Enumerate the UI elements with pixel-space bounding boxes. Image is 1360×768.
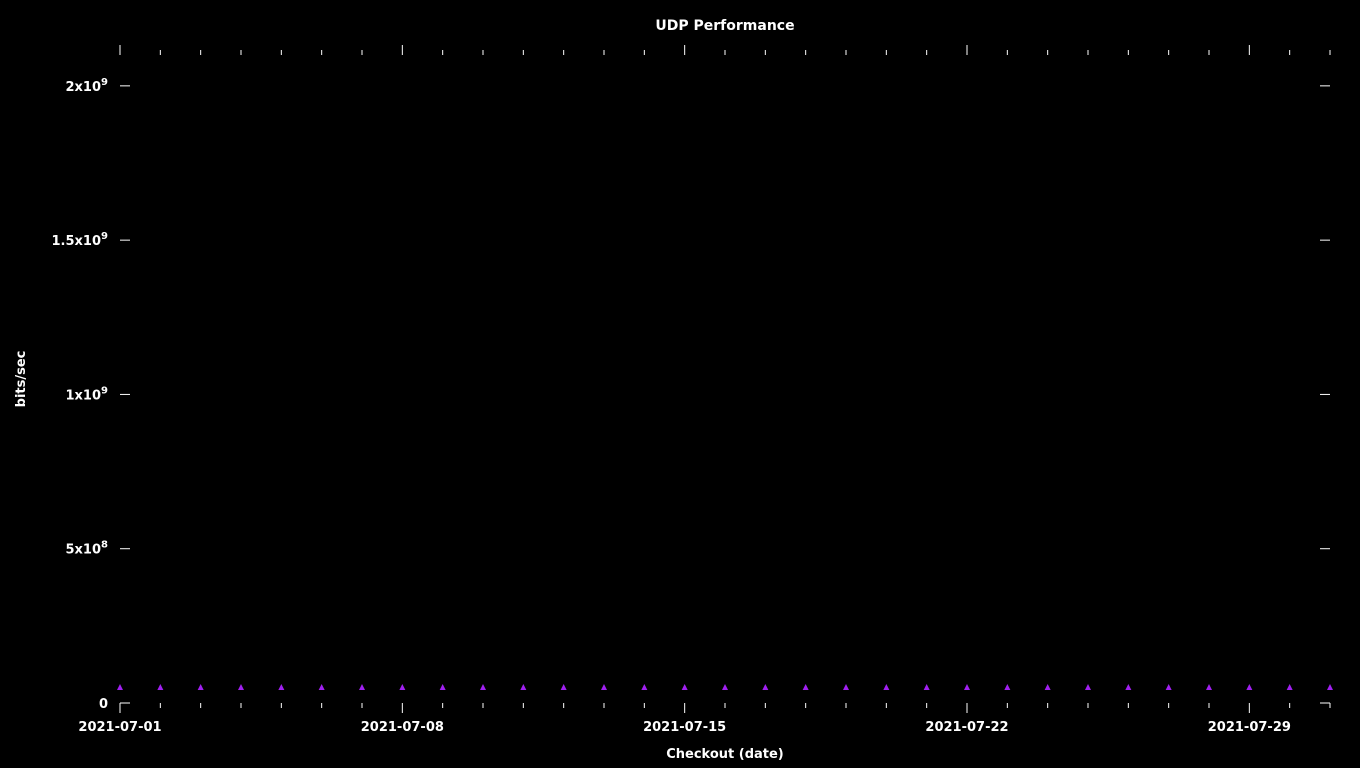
data-point: [682, 684, 688, 690]
x-tick-label: 2021-07-15: [643, 720, 726, 735]
data-point: [601, 684, 607, 690]
udp-performance-chart: UDP Performance bits/sec Checkout (date) 0 5…: [0, 0, 1360, 768]
data-point: [399, 684, 405, 690]
data-point: [520, 684, 526, 690]
y-tick-label: 1.5x109: [52, 231, 109, 249]
y-tick-label: 2x109: [66, 77, 109, 95]
data-point: [278, 684, 284, 690]
data-point: [843, 684, 849, 690]
data-point: [641, 684, 647, 690]
data-point: [1004, 684, 1010, 690]
data-point: [198, 684, 204, 690]
data-point: [1246, 684, 1252, 690]
data-point: [722, 684, 728, 690]
data-point: [440, 684, 446, 690]
y-tick-label: 1x109: [66, 385, 109, 403]
data-point: [1085, 684, 1091, 690]
data-point: [238, 684, 244, 690]
x-tick-label: 2021-07-01: [78, 720, 161, 735]
data-point: [359, 684, 365, 690]
data-point: [762, 684, 768, 690]
data-point: [561, 684, 567, 690]
data-point: [1166, 684, 1172, 690]
data-point: [924, 684, 930, 690]
data-point: [803, 684, 809, 690]
data-point: [1327, 684, 1333, 690]
y-tick-label: 5x108: [66, 540, 109, 558]
y-axis-label: bits/sec: [14, 351, 29, 408]
chart-title: UDP Performance: [655, 18, 794, 34]
data-point: [117, 684, 123, 690]
data-point: [1206, 684, 1212, 690]
data-point: [480, 684, 486, 690]
x-tick-label: 2021-07-22: [925, 720, 1008, 735]
data-point: [964, 684, 970, 690]
x-axis-label: Checkout (date): [666, 747, 784, 762]
data-point: [157, 684, 163, 690]
y-tick-label: 0: [99, 697, 108, 712]
x-tick-label: 2021-07-08: [361, 720, 444, 735]
data-point: [883, 684, 889, 690]
data-point: [1287, 684, 1293, 690]
data-point: [1125, 684, 1131, 690]
data-point: [1045, 684, 1051, 690]
data-point: [319, 684, 325, 690]
x-tick-label: 2021-07-29: [1208, 720, 1291, 735]
